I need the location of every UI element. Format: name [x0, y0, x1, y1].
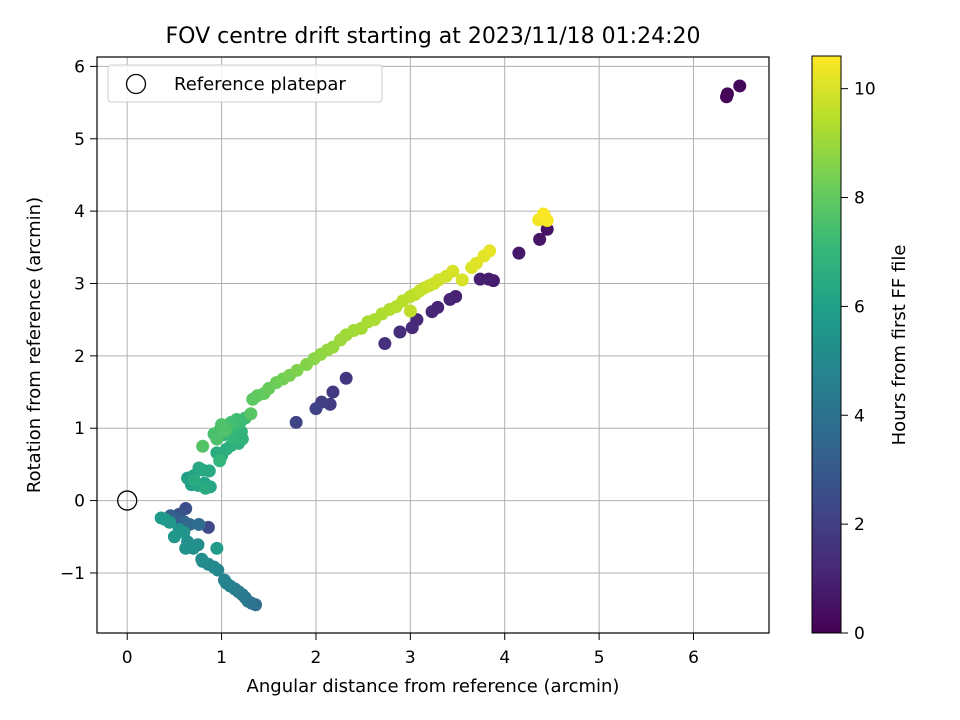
points: [117, 79, 747, 612]
data-point: [213, 454, 227, 468]
legend-box: [107, 64, 383, 103]
y-tick-label: 1: [74, 419, 85, 439]
data-point: [154, 511, 168, 525]
data-point: [378, 337, 392, 351]
y-axis-label: Rotation from reference (arcmin): [24, 197, 45, 493]
colorbar: [811, 55, 842, 634]
reference-point-marker: [117, 490, 138, 511]
legend: Reference platepar: [107, 64, 383, 103]
x-tick-label: 4: [499, 648, 510, 668]
data-point: [339, 371, 353, 385]
data-point: [192, 517, 206, 531]
data-point: [217, 573, 231, 587]
data-point: [473, 272, 487, 286]
x-tick-label: 5: [594, 648, 605, 668]
data-point: [309, 402, 323, 416]
y-tick-label: 0: [74, 492, 85, 512]
data-point: [483, 244, 497, 258]
data-point: [179, 541, 193, 555]
data-point: [512, 246, 526, 260]
y-tick-label: −1: [60, 564, 85, 584]
data-point: [720, 87, 734, 101]
data-point: [187, 473, 201, 487]
data-point: [405, 321, 419, 335]
y-tick-label: 2: [74, 347, 85, 367]
data-point: [533, 232, 547, 246]
y-tick-label: 6: [74, 57, 85, 77]
colorbar-ticks: 0 2 4 6 8 10: [841, 80, 876, 644]
colorbar-tick-label: 6: [854, 297, 865, 317]
data-point: [196, 439, 210, 453]
data-point: [218, 423, 232, 437]
data-point: [167, 530, 181, 544]
x-tick-label: 2: [311, 648, 322, 668]
x-axis-label: Angular distance from reference (arcmin): [247, 676, 620, 697]
data-point: [210, 541, 224, 555]
data-point: [326, 385, 340, 399]
data-point: [195, 552, 209, 566]
data-point: [202, 464, 216, 478]
colorbar-tick-label: 4: [854, 406, 865, 426]
x-tick-label: 0: [122, 648, 133, 668]
colorbar-label: Hours from first FF file: [889, 245, 910, 446]
data-point: [199, 481, 213, 495]
colorbar-tick-label: 10: [854, 80, 876, 100]
x-ticks: 0 1 2 3 4 5 6: [122, 633, 699, 668]
data-point: [210, 432, 224, 446]
data-point: [455, 273, 469, 287]
x-tick-label: 3: [405, 648, 416, 668]
y-ticks: −1 0 1 2 3 4 5 6: [60, 57, 97, 584]
data-point: [290, 363, 304, 377]
data-point: [733, 79, 747, 93]
legend-marker-icon: [125, 73, 147, 95]
x-tick-label: 6: [688, 648, 699, 668]
y-tick-label: 3: [74, 274, 85, 294]
data-point: [403, 304, 417, 318]
data-point: [446, 264, 460, 278]
grid: [97, 57, 769, 633]
data-point: [536, 207, 550, 221]
plot-area-frame: [96, 56, 770, 634]
data-point: [443, 292, 457, 306]
y-tick-label: 5: [74, 130, 85, 150]
x-tick-label: 1: [216, 648, 227, 668]
colorbar-tick-label: 0: [854, 624, 865, 644]
legend-label: Reference platepar: [174, 74, 346, 95]
chart-title: FOV centre drift starting at 2023/11/18 …: [166, 24, 701, 49]
data-point: [289, 415, 303, 429]
data-point: [393, 325, 407, 339]
data-point: [244, 407, 258, 421]
colorbar-tick-label: 2: [854, 515, 865, 535]
data-point: [425, 305, 439, 319]
colorbar-tick-label: 8: [854, 189, 865, 209]
y-tick-label: 4: [74, 202, 85, 222]
